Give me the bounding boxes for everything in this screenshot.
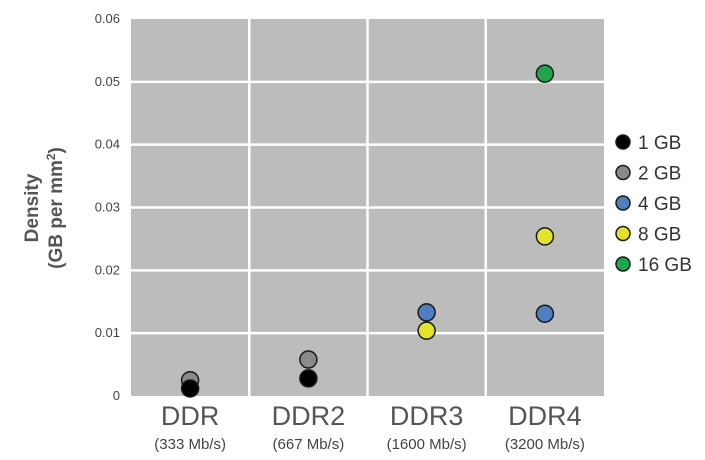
data-point [417, 321, 436, 340]
x-category-label: DDR4 [508, 401, 582, 431]
y-tick-label: 0.05 [95, 74, 120, 89]
x-category-label: DDR2 [272, 401, 346, 431]
legend-label: 4 GB [638, 194, 681, 215]
y-axis-ticks: 0 0.01 0.02 0.03 0.04 0.05 0.06 [95, 11, 120, 403]
x-category-label: DDR [161, 401, 220, 431]
data-points [180, 64, 555, 398]
grid-lines [131, 19, 604, 396]
legend-marker [615, 256, 631, 272]
data-point [535, 304, 555, 323]
legend-label: 8 GB [638, 225, 681, 246]
data-point [299, 369, 318, 388]
legend-marker [615, 195, 631, 211]
y-tick-label: 0.03 [95, 200, 120, 215]
x-axis-categories: DDR (333 Mb/s) DDR2 (667 Mb/s) DDR3 (1600 Mb/… [154, 401, 585, 453]
x-category-sublabel: (1600 Mb/s) [387, 436, 467, 453]
y-tick-label: 0 [113, 388, 120, 403]
x-category-sublabel: (333 Mb/s) [154, 436, 226, 453]
x-category-sublabel: (3200 Mb/s) [505, 436, 585, 453]
x-category-sublabel: (667 Mb/s) [273, 436, 345, 453]
data-point [417, 303, 436, 322]
y-axis-label-line1: Density [22, 173, 43, 242]
y-tick-label: 0.01 [95, 325, 120, 340]
legend-marker [615, 134, 631, 150]
legend-marker [615, 164, 631, 181]
data-point [180, 379, 200, 398]
data-point [535, 227, 555, 246]
legend: 1 GB 2 GB 4 GB 8 GB 16 GB [615, 133, 692, 276]
y-tick-label: 0.02 [95, 262, 120, 277]
data-point [299, 350, 318, 369]
y-tick-label: 0.04 [95, 137, 120, 152]
legend-label: 2 GB [638, 164, 681, 185]
legend-label: 16 GB [638, 255, 692, 276]
legend-label: 1 GB [638, 133, 681, 154]
legend-marker [615, 225, 631, 242]
y-axis-label: Density (GB per mm2) [22, 147, 67, 269]
x-category-label: DDR3 [390, 401, 464, 431]
data-point [535, 64, 555, 83]
y-axis-label-line2: (GB per mm2) [44, 147, 67, 269]
y-tick-label: 0.06 [95, 11, 120, 26]
